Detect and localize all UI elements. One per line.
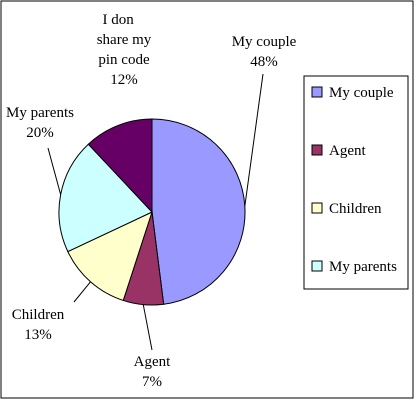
legend-label-my-parents: My parents — [329, 259, 397, 275]
legend-swatch-my-couple — [311, 86, 323, 98]
legend-swatch-my-parents — [311, 260, 323, 272]
pie-slice-my-parents — [58, 143, 153, 253]
slice-label-text: share my — [97, 32, 152, 48]
slice-percent-label: 7% — [142, 374, 162, 390]
leader-lines — [47, 73, 264, 351]
slice-label-text: I don — [103, 12, 146, 28]
slice-label-i-don-share-my-pin-code: I don share my pin code 12% — [97, 12, 152, 88]
leader-line-agent — [142, 304, 153, 351]
leader-line-my-parents — [47, 147, 62, 195]
pie-slice-i-don-share-my-pin-code — [87, 118, 153, 214]
slice-label-children: Children 13% — [12, 307, 65, 343]
slice-label-my-couple: My couple 48% — [232, 34, 297, 70]
slice-percent-label: 48% — [250, 54, 278, 70]
slice-label-agent: Agent 7% — [134, 354, 171, 390]
leader-line-children — [73, 281, 91, 303]
slices-layer — [58, 118, 246, 306]
legend-label-agent: Agent — [329, 143, 366, 159]
pie-slice-my-couple — [151, 118, 246, 305]
slice-labels: My couple 48% Agent 7% Children 13% My parents… — [6, 12, 297, 390]
slice-percent-label: 12% — [110, 72, 138, 88]
legend-swatch-agent — [311, 144, 323, 156]
legend-label-children: Children — [329, 201, 382, 217]
slice-percent-label: 13% — [24, 327, 52, 343]
legend-label-my-couple: My couple — [329, 85, 394, 101]
legend-swatch-children — [311, 202, 323, 214]
legend: My couple Agent Children My parents — [303, 75, 409, 290]
slice-label-text: My couple — [232, 34, 297, 50]
slice-label-text: Children — [12, 307, 65, 323]
leader-line-my-couple — [244, 73, 264, 207]
slice-label-my-parents: My parents 20% — [6, 105, 74, 141]
slice-percent-label: 20% — [26, 125, 54, 141]
slice-label-text: pin code — [98, 52, 150, 68]
slice-label-text: Agent — [134, 354, 171, 370]
legend-box — [303, 75, 409, 290]
slice-label-text: My parents — [6, 105, 74, 121]
